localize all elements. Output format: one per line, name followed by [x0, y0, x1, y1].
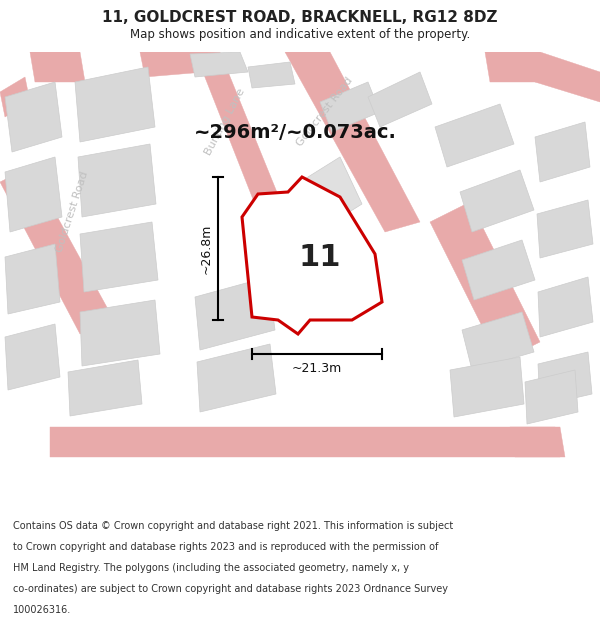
Polygon shape	[242, 177, 382, 334]
Polygon shape	[450, 357, 524, 417]
Polygon shape	[538, 277, 593, 337]
Polygon shape	[537, 200, 593, 258]
Text: 11: 11	[299, 242, 341, 271]
Polygon shape	[510, 427, 565, 457]
Polygon shape	[462, 240, 535, 300]
Polygon shape	[485, 52, 545, 82]
Text: Map shows position and indicative extent of the property.: Map shows position and indicative extent…	[130, 28, 470, 41]
Polygon shape	[5, 244, 60, 314]
Text: Goldcrest Road: Goldcrest Road	[54, 170, 90, 254]
Polygon shape	[435, 104, 514, 167]
Polygon shape	[430, 202, 540, 362]
Polygon shape	[80, 300, 160, 366]
Polygon shape	[30, 52, 85, 82]
Text: co-ordinates) are subject to Crown copyright and database rights 2023 Ordnance S: co-ordinates) are subject to Crown copyr…	[13, 584, 448, 594]
Polygon shape	[5, 157, 62, 232]
Polygon shape	[0, 77, 30, 117]
Polygon shape	[368, 72, 432, 127]
Text: Contains OS data © Crown copyright and database right 2021. This information is : Contains OS data © Crown copyright and d…	[13, 521, 454, 531]
Text: to Crown copyright and database rights 2023 and is reproduced with the permissio: to Crown copyright and database rights 2…	[13, 542, 439, 552]
Polygon shape	[197, 344, 276, 412]
Polygon shape	[300, 157, 362, 229]
Polygon shape	[68, 360, 142, 416]
Text: Goldcrest Road: Goldcrest Road	[295, 76, 355, 148]
Polygon shape	[195, 52, 285, 217]
Polygon shape	[190, 52, 248, 77]
Polygon shape	[0, 167, 115, 334]
Polygon shape	[5, 82, 62, 152]
Text: ~296m²/~0.073ac.: ~296m²/~0.073ac.	[194, 123, 397, 142]
Text: ~26.8m: ~26.8m	[200, 223, 213, 274]
Polygon shape	[50, 427, 560, 457]
Text: HM Land Registry. The polygons (including the associated geometry, namely x, y: HM Land Registry. The polygons (includin…	[13, 563, 409, 573]
Polygon shape	[285, 52, 420, 232]
Polygon shape	[538, 352, 592, 406]
Polygon shape	[462, 312, 534, 370]
Polygon shape	[535, 52, 600, 102]
Polygon shape	[195, 277, 275, 350]
Polygon shape	[535, 122, 590, 182]
Polygon shape	[460, 170, 534, 232]
Text: Bunting Lane: Bunting Lane	[203, 87, 247, 157]
Polygon shape	[80, 222, 158, 292]
Polygon shape	[248, 62, 295, 88]
Polygon shape	[525, 370, 578, 424]
Text: 11, GOLDCREST ROAD, BRACKNELL, RG12 8DZ: 11, GOLDCREST ROAD, BRACKNELL, RG12 8DZ	[102, 11, 498, 26]
Polygon shape	[75, 67, 155, 142]
Polygon shape	[140, 52, 205, 77]
Text: ~21.3m: ~21.3m	[292, 362, 342, 375]
Polygon shape	[320, 82, 380, 132]
Text: 100026316.: 100026316.	[13, 604, 71, 614]
Polygon shape	[5, 324, 60, 390]
Polygon shape	[78, 144, 156, 217]
